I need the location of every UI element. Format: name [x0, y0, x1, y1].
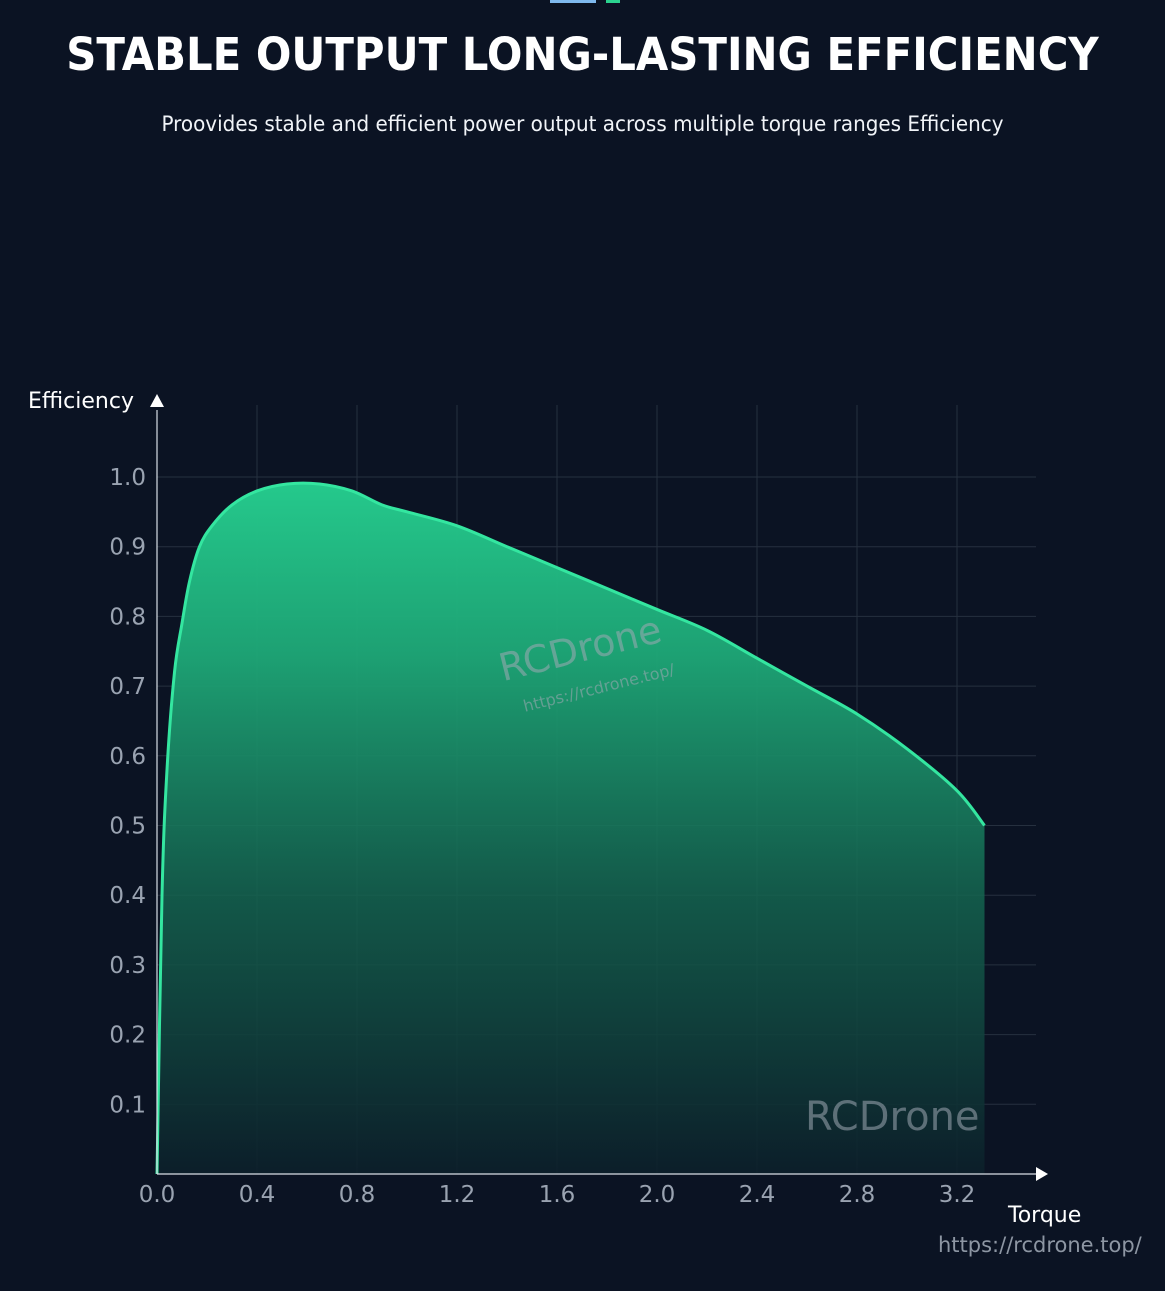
y-tick-label: 0.2: [109, 1023, 146, 1049]
y-axis-label: Efficiency: [28, 389, 134, 414]
y-axis-arrow-icon: [150, 394, 164, 407]
x-tick-label: 1.6: [539, 1182, 576, 1208]
y-tick-label: 0.7: [109, 674, 146, 700]
top-tab-indicators: [550, 0, 620, 3]
efficiency-area-fill: [157, 483, 985, 1174]
y-tick-label: 0.6: [109, 744, 146, 770]
x-tick-labels: 0.0 0.4 0.8 1.2 1.6 2.0 2.4 2.8 3.2: [139, 1182, 976, 1208]
footer-url: https://rcdrone.top/: [938, 1233, 1143, 1257]
tab-indicator-green: [606, 0, 620, 3]
page-subtitle: Proovides stable and efficient power out…: [161, 112, 1004, 136]
y-tick-label: 1.0: [109, 465, 146, 491]
x-tick-label: 0.0: [139, 1182, 176, 1208]
y-tick-label: 0.4: [109, 883, 146, 909]
watermark-corner-brand: RCDrone: [805, 1094, 980, 1140]
tab-indicator-blue: [550, 0, 596, 3]
x-tick-label: 2.0: [639, 1182, 676, 1208]
y-tick-label: 0.8: [109, 604, 146, 630]
x-tick-label: 2.4: [739, 1182, 776, 1208]
y-tick-label: 0.5: [109, 814, 146, 840]
y-tick-labels: 0.1 0.2 0.3 0.4 0.5 0.6 0.7 0.8 0.9 1.0: [109, 465, 146, 1118]
x-tick-label: 1.2: [439, 1182, 476, 1208]
x-tick-label: 2.8: [839, 1182, 876, 1208]
y-tick-label: 0.1: [109, 1092, 146, 1118]
x-axis-arrow-icon: [1036, 1167, 1048, 1181]
y-tick-label: 0.3: [109, 953, 146, 979]
x-tick-label: 0.4: [239, 1182, 276, 1208]
y-tick-label: 0.9: [109, 535, 146, 561]
efficiency-curve-line: [155, 481, 986, 1175]
x-axis-label: Torque: [1007, 1203, 1081, 1228]
x-tick-label: 0.8: [339, 1182, 376, 1208]
x-tick-label: 3.2: [939, 1182, 976, 1208]
axes: [150, 394, 1048, 1181]
page-title: STABLE OUTPUT LONG-LASTING EFFICIENCY: [66, 28, 1099, 81]
